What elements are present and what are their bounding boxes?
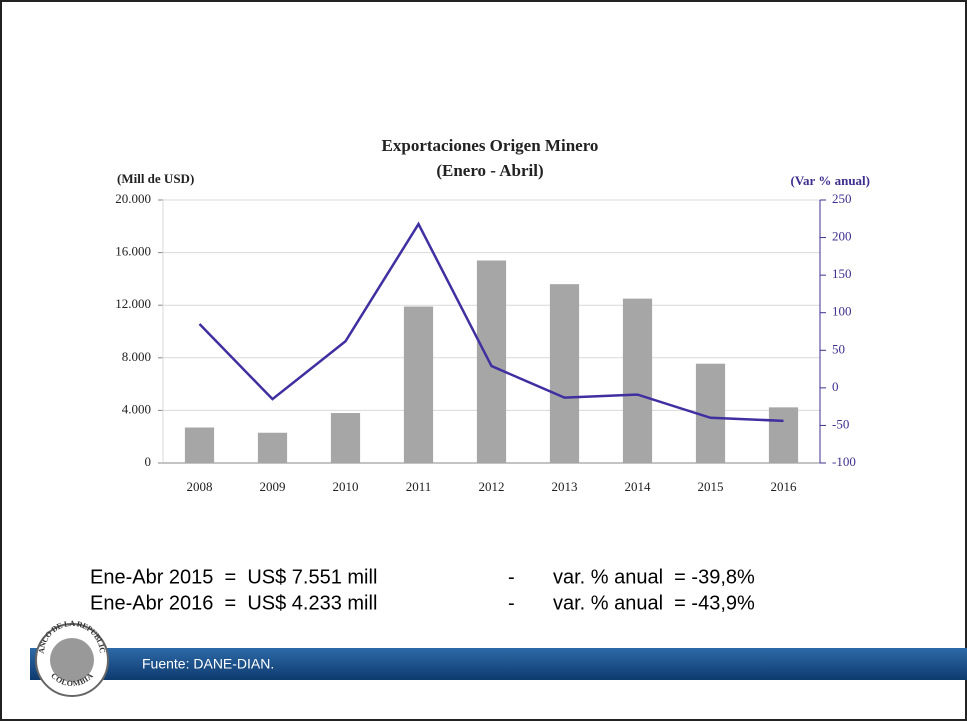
x-tick-label: 2013	[552, 479, 578, 494]
note-dash: -	[508, 566, 515, 588]
bar	[768, 407, 799, 463]
note-left: Ene-Abr 2015 = US$ 7.551 mill	[90, 566, 377, 588]
x-tick-label: 2012	[479, 479, 505, 494]
bar	[476, 260, 507, 463]
y2-tick-label: 100	[832, 304, 852, 319]
y-tick-label: 4.000	[122, 401, 151, 416]
y2-tick-label: -50	[832, 416, 849, 431]
x-tick-label: 2014	[625, 479, 652, 494]
x-tick-label: 2011	[406, 479, 432, 494]
note-right: var. % anual = -39,8%	[553, 566, 755, 588]
bar	[257, 432, 288, 463]
y2-axis-label: (Var % anual)	[791, 173, 870, 188]
y2-tick-label: 150	[832, 266, 852, 281]
bar	[549, 284, 580, 463]
y2-tick-label: -100	[832, 454, 856, 469]
y-tick-label: 20.000	[115, 191, 151, 206]
y-tick-label: 16.000	[115, 244, 151, 259]
x-tick-label: 2008	[187, 479, 213, 494]
y2-tick-label: 250	[832, 191, 852, 206]
note-left: Ene-Abr 2016 = US$ 4.233 mill	[90, 592, 377, 614]
chart-title: Exportaciones Origen Minero	[382, 136, 599, 155]
y-tick-label: 0	[145, 454, 152, 469]
line	[198, 221, 784, 423]
y-tick-label: 8.000	[122, 349, 151, 364]
logo-head	[50, 638, 94, 682]
x-tick-label: 2015	[698, 479, 724, 494]
note-right: var. % anual = -43,9%	[553, 592, 755, 614]
y2-tick-label: 50	[832, 341, 845, 356]
x-tick-label: 2016	[771, 479, 798, 494]
bar	[184, 427, 215, 463]
bar	[695, 363, 726, 463]
footer-text: Fuente: DANE-DIAN.	[142, 656, 274, 672]
bar	[403, 306, 434, 463]
footer-bar	[30, 648, 967, 680]
x-tick-label: 2009	[260, 479, 286, 494]
y-axis-label: (Mill de USD)	[117, 171, 194, 186]
chart-subtitle: (Enero - Abril)	[436, 161, 543, 180]
y-tick-label: 12.000	[115, 296, 151, 311]
y2-tick-label: 200	[832, 229, 852, 244]
x-tick-label: 2010	[333, 479, 359, 494]
bar	[622, 298, 653, 463]
y2-tick-label: 0	[832, 379, 839, 394]
bar	[330, 413, 361, 463]
note-dash: -	[508, 592, 515, 614]
notes: Ene-Abr 2015 = US$ 7.551 mill - var. % anu…	[90, 566, 755, 614]
